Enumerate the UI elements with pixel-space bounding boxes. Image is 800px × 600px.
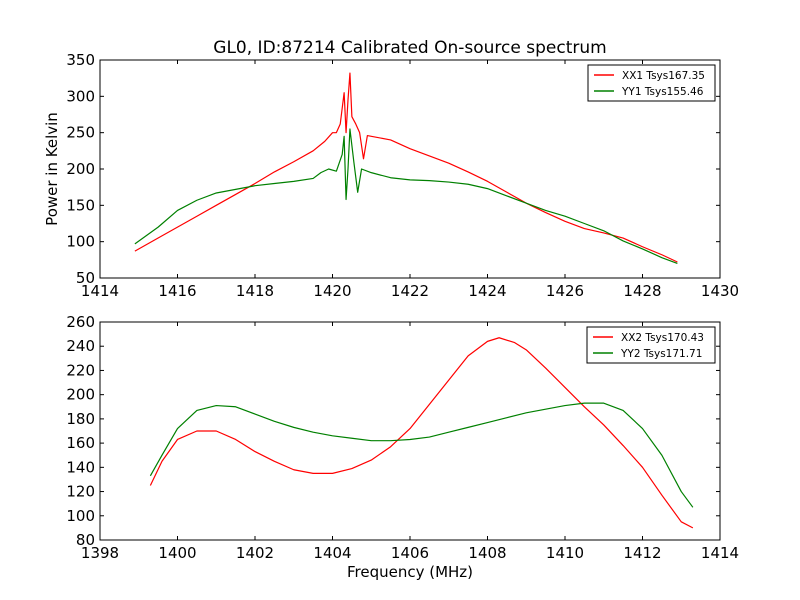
y-tick-label: 160 [66, 434, 95, 452]
x-tick-label: 1426 [546, 282, 584, 300]
x-tick-label: 1420 [313, 282, 351, 300]
x-tick-label: 1418 [236, 282, 274, 300]
x-tick-label: 1430 [701, 282, 739, 300]
y-tick-label: 80 [76, 531, 95, 549]
y-tick-label: 200 [66, 160, 95, 178]
y-tick-label: 150 [66, 196, 95, 214]
y-tick-label: 50 [76, 269, 95, 287]
x-tick-label: 1404 [313, 544, 351, 562]
y-tick-label: 100 [66, 507, 95, 525]
x-tick-label: 1414 [701, 544, 739, 562]
legend-label: XX1 Tsys167.35 [622, 70, 705, 82]
bottom-spectrum-chart: Frequency (MHz) 1398 1400 1402 1404 1406 1408… [66, 313, 739, 581]
y-tick-label: 260 [66, 313, 95, 331]
y-tick-label: 300 [66, 87, 95, 105]
x-tick-label: 1416 [158, 282, 196, 300]
y-tick-label: 180 [66, 410, 95, 428]
y-tick-label: 220 [66, 361, 95, 379]
y-tick-label: 250 [66, 124, 95, 142]
y-tick-label: 200 [66, 386, 95, 404]
x-tick-label: 1422 [391, 282, 429, 300]
x-tick-label: 1412 [623, 544, 661, 562]
top-plot-area: 1414 1416 1418 1420 1422 1424 1426 1428 1430 50 10… [66, 51, 739, 300]
x-tick-label: 1410 [546, 544, 584, 562]
x-tick-label: 1428 [623, 282, 661, 300]
x-tick-label: 1402 [236, 544, 274, 562]
legend-box [586, 326, 716, 364]
x-tick-label: 1424 [468, 282, 506, 300]
y-axis-label: Power in Kelvin [43, 112, 61, 226]
legend-label: YY2 Tsys171.71 [620, 348, 702, 360]
y-tick-label: 120 [66, 483, 95, 501]
y-tick-label: 350 [66, 51, 95, 69]
top-spectrum-chart: GL0, ID:87214 Calibrated On-source spect… [43, 38, 739, 300]
chart-title: GL0, ID:87214 Calibrated On-source spect… [213, 38, 606, 58]
series-line-1 [149, 337, 694, 529]
legend-box [587, 64, 716, 102]
legend-label: YY1 Tsys155.46 [621, 86, 704, 98]
x-axis-label: Frequency (MHz) [347, 563, 473, 581]
series-line-2 [134, 128, 678, 265]
legend-label: XX2 Tsys170.43 [621, 332, 704, 344]
x-tick-label: 1398 [81, 544, 119, 562]
x-tick-label: 1400 [158, 544, 196, 562]
bottom-plot-area: 1398 1400 1402 1404 1406 1408 1410 1412 1414 80 10… [66, 313, 739, 562]
y-tick-label: 100 [66, 233, 95, 251]
y-tick-label: 140 [66, 458, 95, 476]
series-line-1 [134, 72, 678, 263]
x-tick-label: 1414 [81, 282, 119, 300]
series-line-2 [149, 402, 694, 508]
x-tick-label: 1408 [468, 544, 506, 562]
chart-legend: XX1 Tsys167.35 YY1 Tsys155.46 [587, 64, 716, 102]
x-tick-label: 1406 [391, 544, 429, 562]
y-tick-label: 240 [66, 337, 95, 355]
chart-legend: XX2 Tsys170.43 YY2 Tsys171.71 [586, 326, 716, 364]
